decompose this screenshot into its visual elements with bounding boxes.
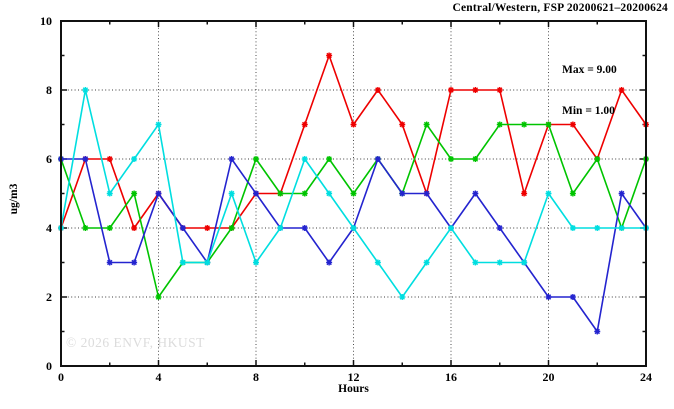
series-2-green-marker: [82, 225, 89, 231]
series-4-cyan-marker: [350, 225, 357, 231]
series-2-green-marker: [448, 156, 454, 162]
series-2-green-marker: [301, 190, 308, 197]
series-2-green-marker: [545, 121, 552, 128]
series-4-cyan-marker: [301, 156, 308, 162]
chart-title: Central/Western, FSP 20200621–20200624: [452, 2, 668, 14]
series-1-red-marker: [472, 87, 479, 93]
series-3-blue-marker: [545, 294, 552, 300]
series-3-blue-marker: [374, 156, 381, 162]
y-tick-label: 0: [46, 359, 52, 373]
series-1-red-marker: [448, 87, 454, 93]
series-3-blue-marker: [594, 328, 601, 335]
series-4-cyan-marker: [253, 259, 259, 266]
series-1-red-marker: [374, 87, 381, 93]
series-3-blue-marker: [253, 190, 259, 197]
series-1-red-marker: [521, 190, 528, 197]
series-2-green-marker: [350, 190, 357, 197]
series-1-red-marker: [399, 121, 406, 128]
max-value-label: Max = 9.00: [562, 64, 617, 76]
series-3-blue-marker: [82, 156, 89, 162]
series-1-red-marker: [496, 87, 503, 93]
series-4-cyan-marker: [496, 259, 503, 266]
max-min-annotation: Max = 9.00 Min = 1.00: [562, 37, 617, 145]
series-3-blue-marker: [618, 190, 625, 197]
series-4-cyan-marker: [618, 225, 625, 231]
y-tick-label: 2: [46, 290, 52, 304]
series-4-cyan-marker: [569, 225, 576, 231]
series-2-green-marker: [594, 156, 601, 162]
x-tick-label: 24: [640, 370, 652, 384]
series-1-red-marker: [131, 225, 138, 231]
series-2-green-marker: [253, 156, 259, 162]
series-4-cyan-marker: [545, 190, 552, 197]
series-1-red-marker: [326, 52, 333, 59]
x-tick-label: 16: [445, 370, 457, 384]
series-2-green-marker: [472, 156, 479, 162]
series-2-green-marker: [106, 225, 113, 231]
series-2-green-marker: [521, 121, 528, 128]
series-4-cyan-marker: [448, 225, 454, 231]
x-tick-label: 8: [253, 370, 259, 384]
series-4-cyan-marker: [106, 190, 113, 197]
series-4-cyan-marker: [423, 259, 430, 266]
series-4-cyan-marker: [326, 190, 333, 197]
series-3-blue-marker: [155, 190, 162, 197]
series-3-blue-marker: [423, 190, 430, 197]
series-2-green-marker: [423, 121, 430, 128]
series-2-green-marker: [131, 190, 138, 197]
series-3-blue-marker: [496, 225, 503, 231]
series-4-cyan-marker: [204, 259, 211, 266]
y-tick-label: 10: [40, 14, 52, 28]
series-4-cyan-marker: [155, 121, 162, 128]
y-tick-label: 4: [46, 221, 52, 235]
series-1-red-marker: [618, 87, 625, 93]
series-2-green-marker: [228, 225, 235, 231]
series-4-cyan-marker: [131, 156, 138, 162]
series-4-cyan-marker: [472, 259, 479, 266]
series-2-green-marker: [277, 190, 284, 197]
series-2-green-marker: [569, 190, 576, 197]
series-1-red-marker: [350, 121, 357, 128]
series-3-blue-marker: [179, 225, 186, 231]
series-3-blue-marker: [301, 225, 308, 231]
x-tick-label: 4: [156, 370, 162, 384]
x-axis-label: Hours: [338, 383, 369, 395]
plot-frame: [60, 20, 647, 367]
watermark: © 2026 ENVF, HKUST: [66, 335, 205, 350]
y-axis-label: ug/m3: [8, 183, 20, 215]
series-4-cyan-marker: [521, 259, 528, 266]
series-4-cyan-marker: [228, 190, 235, 197]
series-4-cyan-marker: [179, 259, 186, 266]
series-1-red-marker: [569, 121, 576, 128]
series-4-cyan-marker: [399, 294, 406, 300]
x-tick-label: 12: [348, 370, 360, 384]
series-4-cyan-marker: [277, 225, 284, 231]
y-tick-label: 6: [46, 152, 52, 166]
series-3-blue-marker: [569, 294, 576, 300]
series-3-blue-marker: [131, 259, 138, 266]
series-1-red-marker: [106, 156, 113, 162]
series-1-red-marker: [301, 121, 308, 128]
series-4-cyan-marker: [82, 87, 89, 93]
min-value-label: Min = 1.00: [562, 104, 615, 117]
x-tick-label: 0: [58, 370, 64, 384]
series-2-green-marker: [155, 294, 162, 300]
x-tick-label: 20: [543, 370, 555, 384]
series-3-blue-marker: [472, 190, 479, 197]
series-2-green-marker: [326, 156, 333, 162]
series-3-blue-marker: [326, 259, 333, 266]
y-tick-label: 8: [46, 83, 52, 97]
series-3-blue-marker: [106, 259, 113, 266]
series-1-red-marker: [204, 225, 211, 231]
series-3-blue-marker: [228, 156, 235, 162]
series-4-cyan-marker: [374, 259, 381, 266]
series-2-green-marker: [496, 121, 503, 128]
series-3-blue-marker: [399, 190, 406, 197]
series-4-cyan-marker: [594, 225, 601, 231]
